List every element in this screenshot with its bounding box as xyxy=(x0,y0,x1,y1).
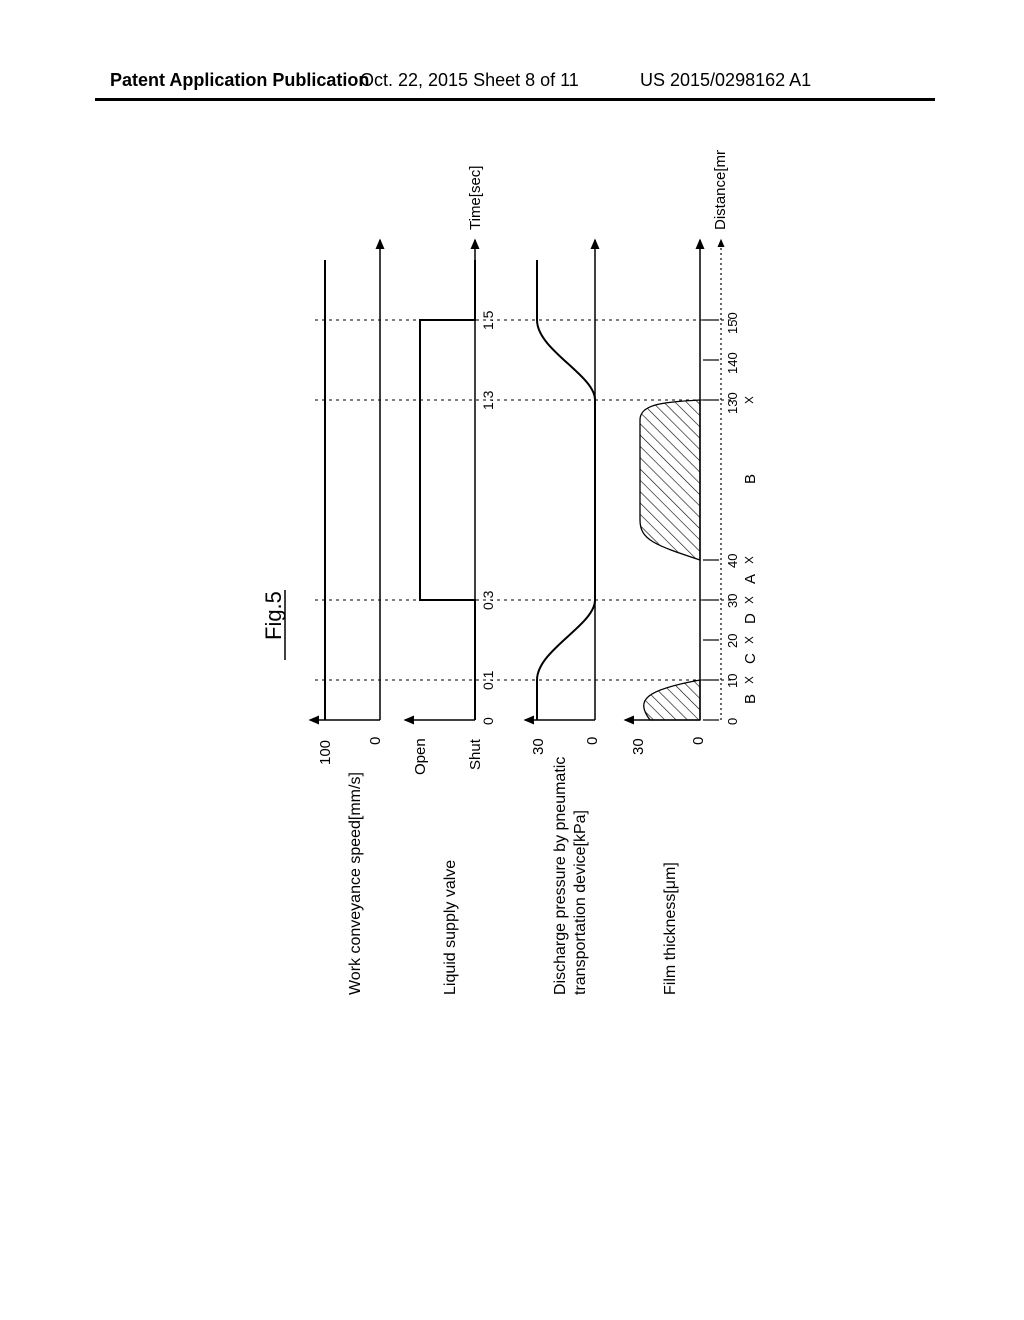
distance-axis: Distance[mm] 0 xyxy=(703,150,759,725)
panel-film: Film thickness[μm] 30 0 Distance[mm] xyxy=(625,150,759,995)
page: Patent Application Publication Oct. 22, … xyxy=(0,0,1024,1320)
header-left: Patent Application Publication xyxy=(110,70,369,91)
dist-tick: 130 xyxy=(725,392,740,414)
dist-tick: 10 xyxy=(725,674,740,688)
distance-axis-label: Distance[mm] xyxy=(712,150,729,230)
speed-label: Work conveyance speed[mm/s] xyxy=(347,772,364,995)
film-label: Film thickness[μm] xyxy=(662,862,679,995)
dist-tick: 0 xyxy=(725,718,740,725)
zone-label: B xyxy=(742,694,759,704)
film-tick-hi: 30 xyxy=(630,738,647,755)
zone-delims xyxy=(745,397,753,683)
speed-tick-lo: 0 xyxy=(367,737,384,745)
dist-tick: 30 xyxy=(725,594,740,608)
zone-label: B xyxy=(742,474,759,484)
panel-speed: Work conveyance speed[mm/s] 100 0 xyxy=(310,240,384,995)
dist-tick: 140 xyxy=(725,352,740,374)
dist-tick: 150 xyxy=(725,312,740,334)
pressure-tick-hi: 30 xyxy=(530,738,547,755)
time-tick: 0.3 xyxy=(480,590,496,610)
panel-valve: Liquid supply valve Open Shut 0 0.1 0.3 … xyxy=(405,166,496,995)
time-tick: 1.5 xyxy=(480,310,496,330)
pressure-label-l2: transportation device[kPa] xyxy=(572,810,589,995)
speed-tick-hi: 100 xyxy=(317,740,334,765)
dist-tick: 20 xyxy=(725,634,740,648)
header-rule xyxy=(95,98,935,101)
dist-tick: 40 xyxy=(725,554,740,568)
figure-rotated: Fig.5 Work conveyance speed[mm/s] 100 xyxy=(255,150,775,1020)
time-axis-label: Time[sec] xyxy=(467,166,484,230)
pressure-tick-lo: 0 xyxy=(584,737,601,745)
header-mid: Oct. 22, 2015 Sheet 8 of 11 xyxy=(360,70,579,91)
pressure-label-l1: Discharge pressure by pneumatic xyxy=(552,757,569,995)
header-right: US 2015/0298162 A1 xyxy=(640,70,811,91)
panel-pressure: Discharge pressure by pneumatic transpor… xyxy=(525,240,601,995)
zone-label: C xyxy=(742,653,759,664)
time-tick: 1.3 xyxy=(480,390,496,410)
figure-title: Fig.5 xyxy=(261,591,286,640)
valve-shut: Shut xyxy=(467,738,484,770)
zone-label: A xyxy=(742,574,759,584)
film-tick-lo: 0 xyxy=(690,737,707,745)
valve-label: Liquid supply valve xyxy=(442,860,459,995)
zone-label: D xyxy=(742,613,759,624)
valve-open: Open xyxy=(412,738,429,775)
time-tick: 0 xyxy=(480,717,496,725)
figure-svg: Fig.5 Work conveyance speed[mm/s] 100 xyxy=(255,150,775,1020)
time-tick: 0.1 xyxy=(480,670,496,690)
